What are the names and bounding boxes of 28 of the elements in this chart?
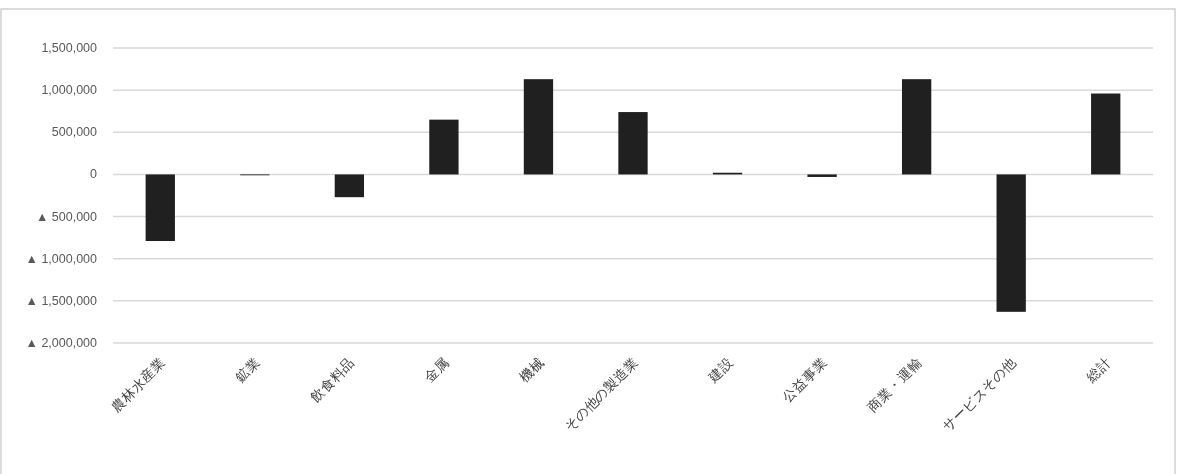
y-tick-label: 1,500,000: [41, 41, 98, 55]
y-tick-label: ▲ 1,000,000: [25, 251, 98, 266]
y-tick-label: 0: [90, 167, 98, 182]
x-tick-label: 建設: [704, 354, 736, 386]
bar: [523, 79, 554, 175]
y-tick-label: 500,000: [51, 125, 98, 140]
bar: [334, 174, 365, 198]
x-tick-label: その他の製造業: [561, 354, 642, 435]
y-tick-label: 1,000,000: [41, 83, 98, 98]
y-tick-label: ▲ 500,000: [35, 209, 98, 224]
bar: [429, 119, 459, 175]
bar: [618, 112, 648, 175]
x-tick-label: 飲食料品: [307, 354, 358, 405]
bar: [996, 174, 1026, 312]
x-tick-label: 農林水産業: [108, 354, 169, 415]
x-tick-label: 鉱業: [232, 354, 263, 385]
x-tick-label: サービスその他: [939, 354, 1020, 435]
y-tick-label: ▲ 1,500,000: [25, 293, 98, 308]
bar: [145, 174, 175, 242]
x-tick-label: 総計: [1082, 354, 1114, 386]
x-tick-label: 金属: [421, 354, 453, 385]
bar: [1091, 93, 1121, 175]
bar: [901, 79, 932, 175]
x-tick-label: 商業・運輸: [864, 354, 925, 415]
bar: [807, 174, 837, 177]
x-tick-label: 機械: [516, 354, 547, 385]
x-tick-label: 公益事業: [780, 354, 831, 405]
y-tick-label: ▲ 2,000,000: [25, 336, 98, 350]
